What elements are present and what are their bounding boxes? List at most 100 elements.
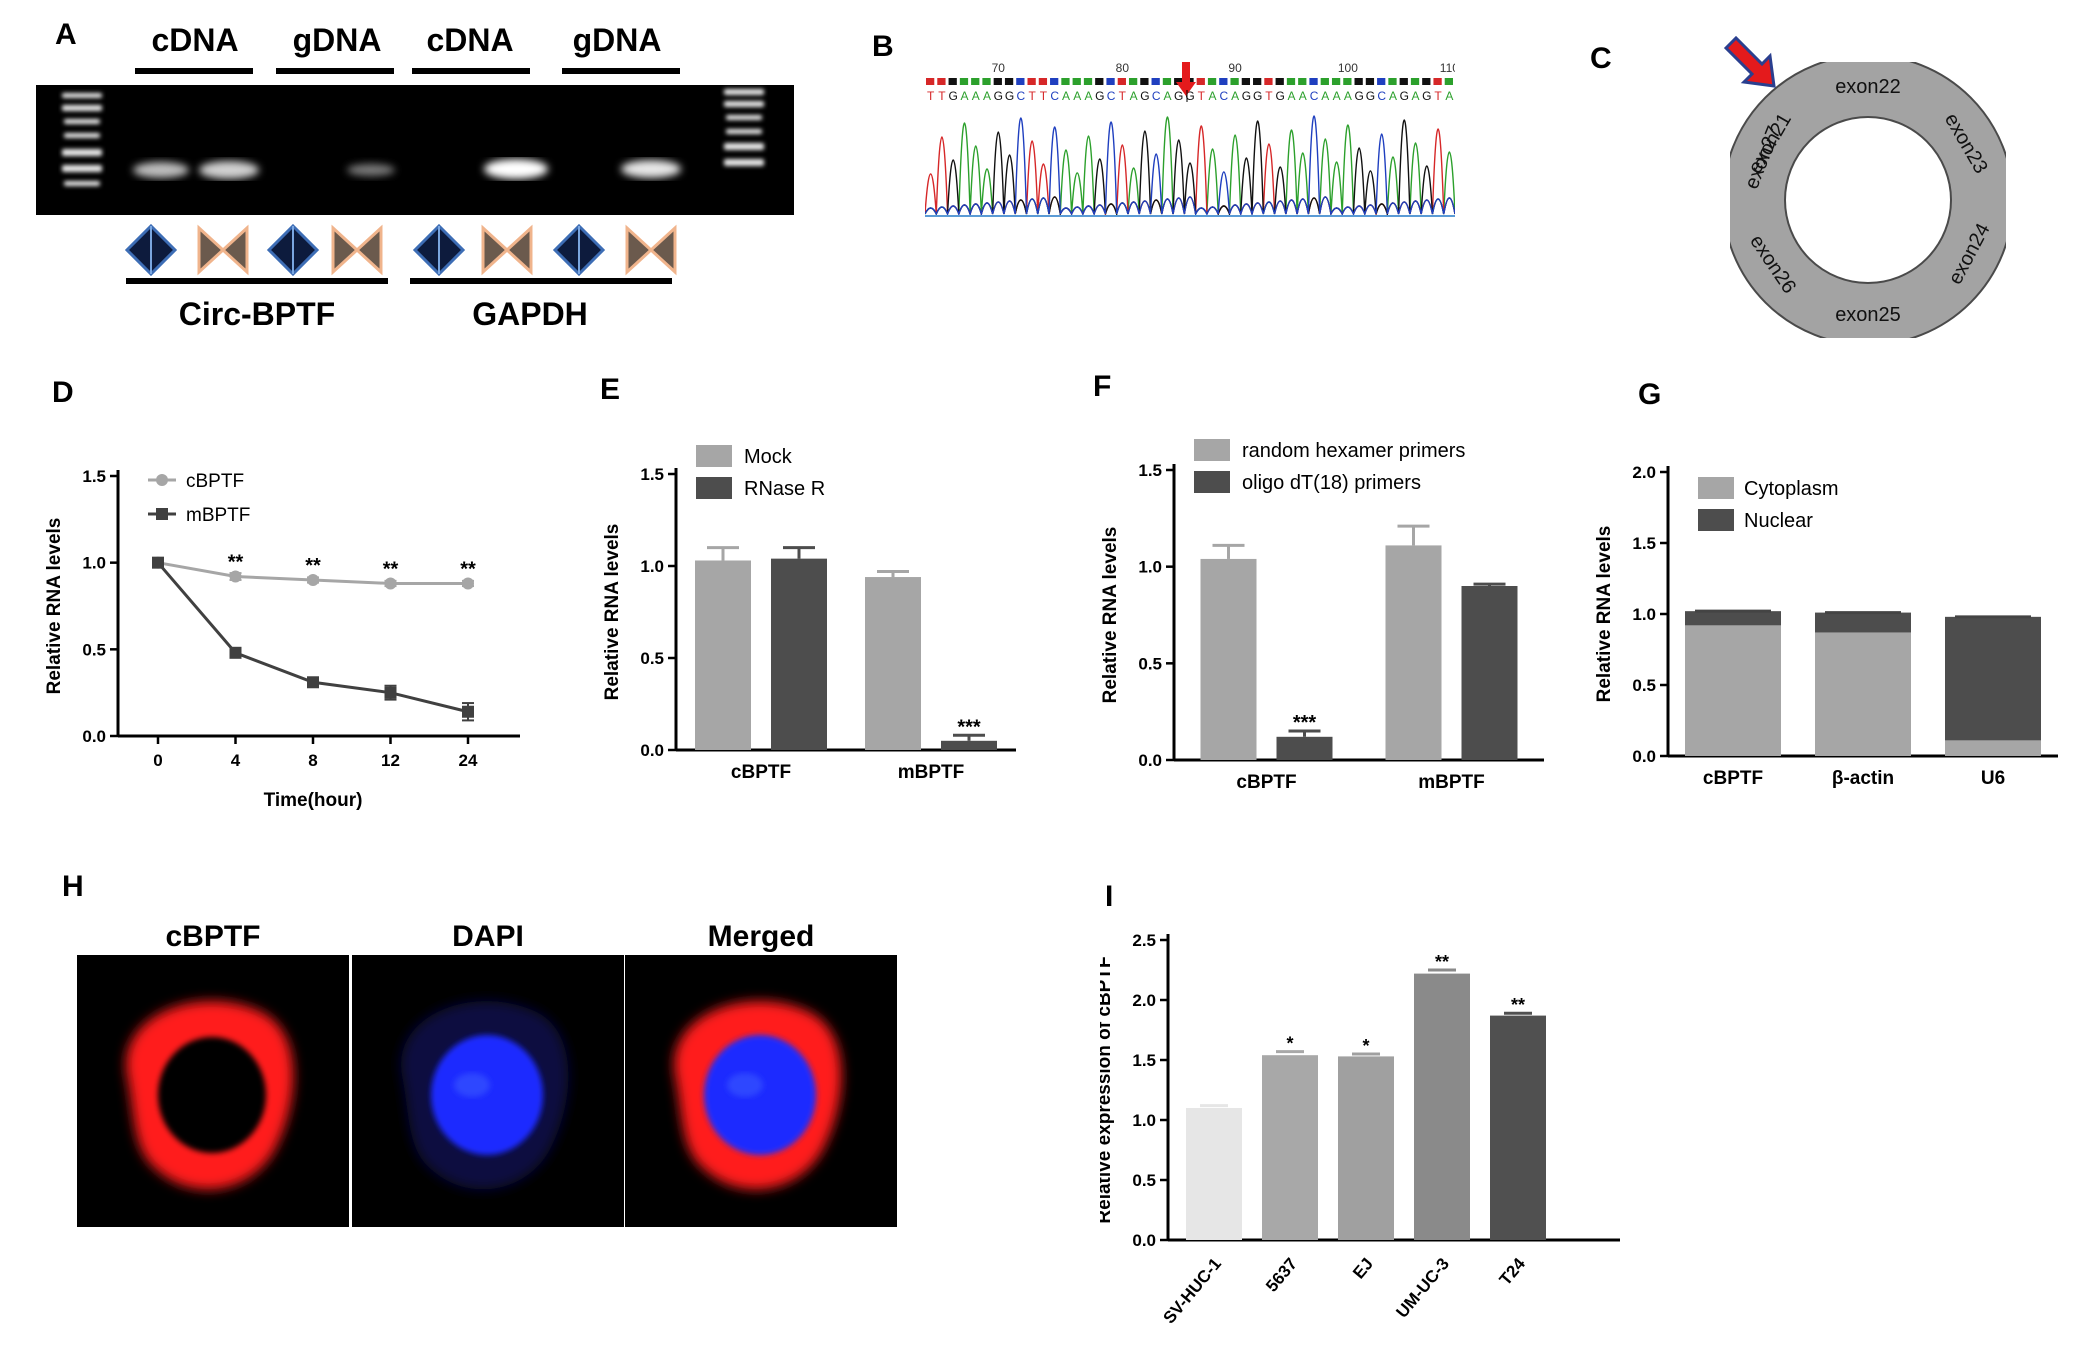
quality-block (926, 78, 935, 85)
lane-bar (562, 68, 680, 74)
group-bar (410, 278, 672, 284)
base-call: T (1040, 89, 1048, 103)
panel-letter-d: D (52, 376, 74, 409)
y-tick-label: 0.5 (82, 640, 106, 659)
bar (695, 560, 751, 750)
legend-label: Cytoplasm (1744, 478, 1838, 500)
base-call: A (983, 89, 991, 103)
quality-block (1106, 78, 1115, 85)
quality-block (1219, 78, 1228, 85)
chart-d: 0.0 0.5 1.0 1.5 Relative RNA levels 0 4 8 12 24 Ti… (44, 467, 520, 810)
base-call: G (1422, 89, 1431, 103)
group-bar (126, 278, 388, 284)
legend-swatch (1698, 477, 1734, 499)
fluorescence-image-cbptf (77, 955, 349, 1227)
y-tick-label: 1.0 (82, 554, 106, 573)
base-call: C (1219, 89, 1228, 103)
x-tick-label: T24 (1496, 1254, 1530, 1289)
base-call: C (1050, 89, 1059, 103)
base-call: G (1140, 89, 1149, 103)
gel-band (133, 162, 189, 178)
position-label: 100 (1338, 62, 1358, 75)
quality-block (1241, 78, 1251, 85)
base-call: A (1321, 89, 1329, 103)
panel-letter-f: F (1093, 370, 1112, 403)
quality-block (1444, 78, 1453, 85)
significance-mark: ** (383, 558, 399, 580)
y-tick-label: 2.0 (1632, 463, 1656, 482)
data-point (229, 646, 242, 659)
y-axis-label: Relative RNA levels (1594, 526, 1615, 703)
base-call: A (960, 89, 968, 103)
base-call: A (1412, 89, 1420, 103)
agarose-gel-image (36, 85, 794, 215)
panel-letter-b: B (872, 30, 894, 63)
y-tick-label: 1.5 (1138, 461, 1162, 480)
trace-c (925, 115, 1455, 217)
base-call: A (1073, 89, 1081, 103)
significance-mark: *** (957, 716, 981, 738)
base-call: A (1287, 89, 1295, 103)
base-call: G (1185, 89, 1194, 103)
quality-block (1140, 78, 1149, 85)
x-tick-label: β-actin (1832, 768, 1894, 789)
bar-segment (1685, 611, 1781, 626)
x-tick-label: mBPTF (898, 762, 965, 783)
group-label-circ-bptf: Circ-BPTF (178, 296, 336, 332)
x-tick-label: cBPTF (731, 762, 791, 783)
x-tick-label: 5637 (1262, 1254, 1301, 1295)
base-call: T (1198, 89, 1206, 103)
significance-mark: * (1286, 1034, 1293, 1054)
panel-letter-e: E (600, 373, 621, 406)
x-tick-label: UM-UC-3 (1392, 1254, 1453, 1321)
fluorescence-image-dapi (352, 955, 624, 1227)
bar-segment (1945, 616, 2041, 741)
chart-e: 0.0 0.5 1.0 1.5 Relative RNA levels cBPTF *** m… (602, 445, 1016, 783)
quality-block (1298, 78, 1307, 85)
convergent-primer-icon (625, 224, 677, 276)
divergent-primer-icon (412, 223, 466, 277)
gel-band (621, 160, 681, 178)
y-tick-label: 1.0 (1132, 1111, 1156, 1130)
chart-f: 0.0 0.5 1.0 1.5 Relative RNA levels *** cBPTF m… (1100, 439, 1544, 793)
divergent-primer-icon (266, 223, 320, 277)
chart-g: 0.0 0.5 1.0 1.5 2.0 Relative RNA levels cBPTF β… (1594, 463, 2058, 789)
legend-label: oligo dT(18) primers (1242, 472, 1421, 494)
significance-mark: ** (228, 552, 244, 574)
legend-swatch (1194, 471, 1230, 493)
legend-marker (156, 508, 168, 520)
base-call: T (1434, 89, 1442, 103)
y-tick-label: 1.0 (640, 557, 664, 576)
bar-segment (1945, 740, 2041, 756)
x-tick-label: 4 (231, 751, 241, 770)
x-tick-label: 0 (153, 751, 162, 770)
y-tick-label: 1.5 (82, 467, 106, 486)
base-call: A (1062, 89, 1070, 103)
quality-block (1117, 78, 1126, 85)
quality-block (1331, 78, 1341, 85)
base-call: C (1107, 89, 1116, 103)
x-tick-label: cBPTF (1703, 768, 1763, 789)
lane-label-gdna-2: gDNA (572, 22, 662, 58)
legend-label: Mock (744, 446, 793, 468)
legend-swatch (696, 445, 732, 467)
base-call: A (1333, 89, 1341, 103)
y-tick-label: 1.5 (1632, 534, 1656, 553)
circrna-diagram: exon21exon22exon23exon24exon25exon26exon… (1730, 62, 2006, 338)
quality-block (1275, 78, 1284, 85)
data-point (462, 577, 474, 590)
quality-block (1433, 78, 1442, 85)
y-tick-label: 0.5 (1132, 1171, 1156, 1190)
bar (1490, 1015, 1546, 1240)
base-call: G (1354, 89, 1363, 103)
convergent-primer-icon (481, 224, 533, 276)
significance-mark: * (1362, 1036, 1369, 1056)
legend-marker (156, 474, 168, 486)
quality-block (1128, 78, 1138, 85)
base-call: G (1242, 89, 1251, 103)
quality-block (1207, 78, 1217, 85)
fluor-title-dapi: DAPI (452, 920, 524, 953)
bar (1262, 1055, 1318, 1240)
base-call: G (1174, 89, 1183, 103)
x-axis-label: Time(hour) (264, 790, 363, 810)
